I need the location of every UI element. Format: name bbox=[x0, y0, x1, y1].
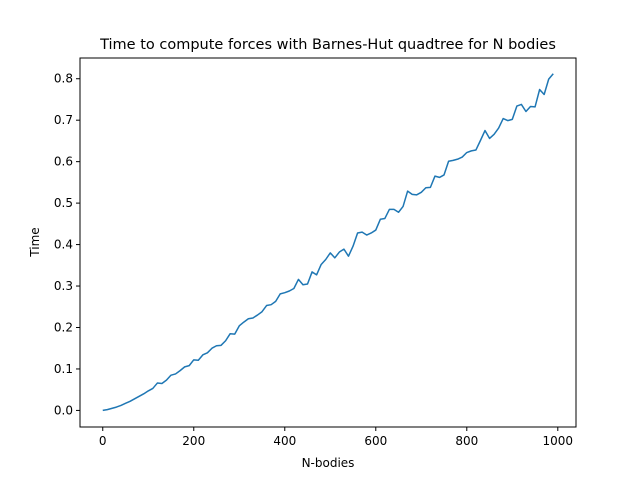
x-tick-label: 400 bbox=[273, 434, 296, 448]
x-tick-label: 0 bbox=[99, 434, 107, 448]
x-tick-label: 1000 bbox=[543, 434, 574, 448]
x-ticks: 0 200 400 600 800 1000 bbox=[99, 427, 573, 448]
y-tick-label: 0.6 bbox=[54, 155, 73, 169]
chart-title: Time to compute forces with Barnes-Hut q… bbox=[99, 37, 556, 53]
series-line bbox=[102, 73, 554, 412]
y-tick-label: 0.1 bbox=[54, 362, 73, 376]
y-tick-label: 0.2 bbox=[54, 320, 73, 334]
y-tick-label: 0.8 bbox=[54, 72, 73, 86]
plot-area bbox=[102, 73, 554, 412]
axes-frame bbox=[79, 57, 577, 428]
y-axis-label: Time bbox=[28, 227, 42, 257]
x-tick-label: 200 bbox=[182, 434, 205, 448]
y-ticks: 0.0 0.1 0.2 0.3 0.4 0.5 0.6 0.7 0.8 bbox=[54, 72, 80, 417]
y-tick-label: 0.0 bbox=[54, 403, 73, 417]
y-tick-label: 0.5 bbox=[54, 196, 73, 210]
y-tick-label: 0.4 bbox=[54, 238, 73, 252]
x-tick-label: 600 bbox=[364, 434, 387, 448]
x-axis-label: N-bodies bbox=[302, 456, 355, 470]
y-tick-label: 0.7 bbox=[54, 113, 73, 127]
x-tick-label: 800 bbox=[455, 434, 478, 448]
y-tick-label: 0.3 bbox=[54, 279, 73, 293]
